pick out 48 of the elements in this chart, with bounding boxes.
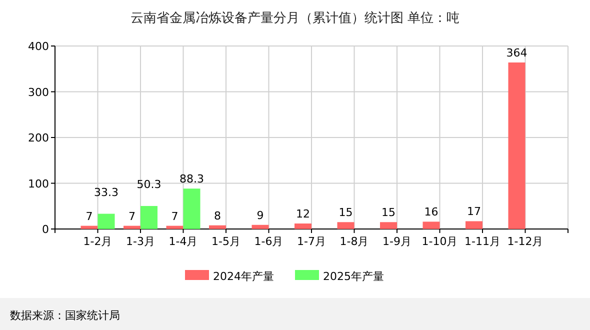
bar xyxy=(80,226,98,229)
data-label: 15 xyxy=(382,206,396,220)
y-tick-label: 100 xyxy=(28,177,49,190)
bar xyxy=(166,226,184,229)
x-tick-label: 1-2月 xyxy=(83,235,112,248)
bar xyxy=(124,226,140,229)
legend-label: 2025年产量 xyxy=(323,270,384,283)
bar xyxy=(183,188,200,229)
x-tick-label: 1-11月 xyxy=(464,235,500,248)
bar xyxy=(380,222,397,229)
x-tick-label: 1-4月 xyxy=(168,235,198,248)
x-tick-label: 1-12月 xyxy=(507,235,544,248)
bar xyxy=(466,221,482,229)
x-tick-label: 1-8月 xyxy=(340,235,369,248)
chart-title: 云南省金属冶炼设备产量分月（累计值）统计图 单位：吨 xyxy=(130,11,460,26)
data-label: 7 xyxy=(86,210,93,223)
x-tick-label: 1-7月 xyxy=(297,235,326,248)
x-tick-label: 1-9月 xyxy=(382,235,412,248)
data-label: 12 xyxy=(296,208,310,221)
bar xyxy=(422,222,440,229)
x-tick-label: 1-10月 xyxy=(422,235,458,248)
data-label: 16 xyxy=(424,206,438,219)
bar xyxy=(294,224,312,229)
source-note: 数据来源：国家统计局 xyxy=(10,309,120,322)
bar xyxy=(252,224,269,229)
data-label: 9 xyxy=(256,208,264,222)
legend-label: 2024年产量 xyxy=(213,270,274,283)
data-label: 50.3 xyxy=(136,178,162,191)
data-label: 17 xyxy=(467,205,481,218)
y-tick-label: 200 xyxy=(28,132,49,144)
data-label: 33.3 xyxy=(94,186,118,199)
bar xyxy=(209,225,226,229)
data-label: 364 xyxy=(506,46,528,60)
x-tick-label: 1-3月 xyxy=(126,235,155,248)
x-tick-label: 1-5月 xyxy=(212,235,240,248)
x-tick-label: 1-6月 xyxy=(254,235,284,248)
data-label: 7 xyxy=(171,210,178,223)
bar xyxy=(98,214,115,229)
data-label: 88.3 xyxy=(180,172,204,186)
data-label: 7 xyxy=(128,210,136,223)
data-label: 15 xyxy=(338,206,353,220)
y-tick-label: 400 xyxy=(28,40,49,53)
bar xyxy=(140,206,158,229)
y-tick-label: 0 xyxy=(42,223,49,236)
bar xyxy=(508,62,526,229)
data-label: 8 xyxy=(214,209,221,222)
bar xyxy=(337,222,354,229)
y-tick-label: 300 xyxy=(28,86,49,99)
